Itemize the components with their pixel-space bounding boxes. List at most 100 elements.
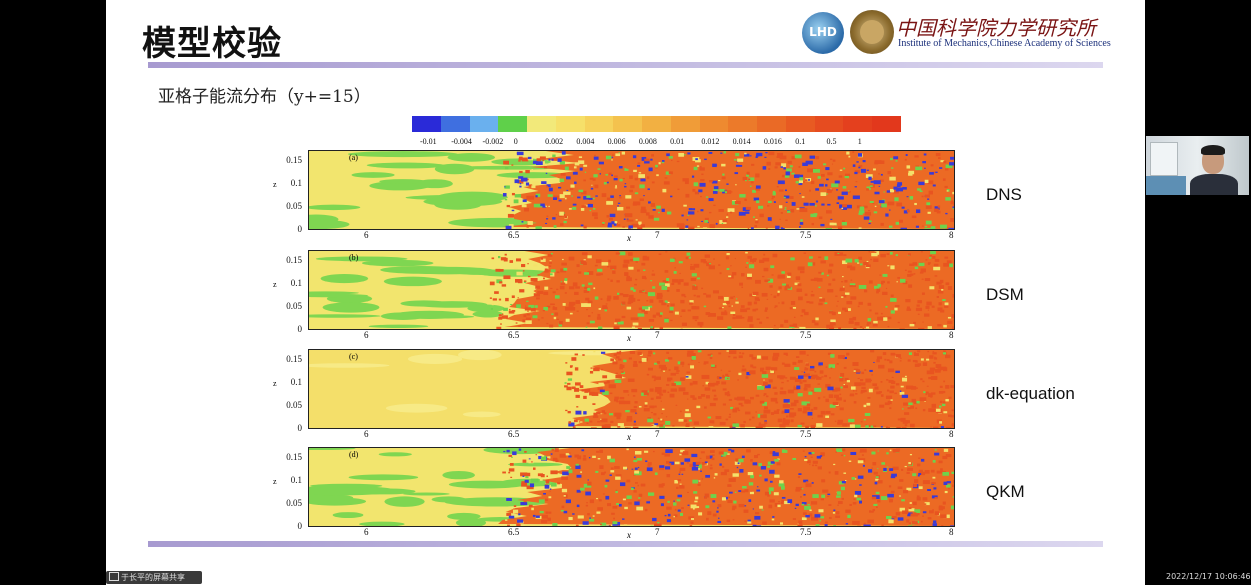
speckle	[691, 273, 697, 277]
speckle	[587, 314, 591, 318]
speckle	[924, 227, 931, 229]
speckle	[820, 260, 826, 264]
speckle	[704, 158, 707, 161]
speckle	[917, 300, 923, 304]
speckle	[941, 525, 944, 526]
speckle	[760, 368, 764, 372]
streak	[309, 485, 396, 496]
speckle	[595, 470, 599, 473]
speckle	[933, 361, 936, 364]
speckle	[745, 376, 749, 379]
speckle	[908, 462, 911, 465]
speckle	[718, 451, 724, 455]
speckle	[504, 198, 508, 201]
speckle	[735, 458, 740, 462]
speckle	[930, 392, 936, 395]
speckle	[845, 509, 851, 513]
speckle	[600, 522, 607, 526]
speckle	[857, 305, 860, 308]
speckle	[607, 295, 612, 300]
speckle	[713, 394, 717, 397]
speckle	[647, 492, 655, 496]
speckle	[498, 314, 502, 317]
speckle	[801, 181, 805, 183]
speckle	[526, 472, 531, 477]
speckle	[718, 209, 724, 212]
speckle	[948, 488, 950, 490]
speckle	[828, 283, 832, 286]
speckle	[863, 524, 871, 526]
speckle	[543, 277, 545, 280]
speckle	[944, 256, 949, 259]
speckle	[547, 270, 551, 272]
streak	[462, 411, 501, 418]
streak	[309, 204, 361, 211]
x-tick-label: 6.5	[508, 330, 520, 340]
speckle	[831, 163, 834, 165]
speckle	[517, 519, 524, 523]
panel-letter: (d)	[349, 450, 359, 459]
speckle	[561, 476, 568, 480]
speckle	[563, 495, 566, 497]
speckle	[713, 382, 719, 386]
speckle	[494, 291, 499, 294]
speckle	[772, 451, 776, 454]
speckle	[676, 223, 685, 228]
speckle	[765, 307, 768, 310]
speckle	[748, 418, 752, 421]
speckle	[746, 276, 752, 280]
presenter-webcam[interactable]	[1146, 136, 1249, 195]
speckle	[683, 282, 689, 286]
speckle	[578, 160, 585, 164]
speckle	[827, 269, 833, 274]
speckle	[716, 380, 720, 384]
speckle	[764, 421, 768, 425]
speckle	[904, 375, 907, 377]
speckle	[862, 205, 868, 209]
speckle	[883, 317, 888, 321]
screen-share-indicator[interactable]: 于长平的屏幕共享	[106, 571, 202, 584]
speckle	[777, 504, 781, 508]
speckle	[885, 427, 890, 428]
speckle	[524, 207, 529, 212]
speckle	[797, 283, 802, 287]
speckle	[781, 301, 785, 305]
speckle	[729, 211, 733, 214]
speckle	[906, 487, 912, 491]
speckle	[819, 183, 824, 187]
speckle	[899, 360, 902, 362]
speckle	[549, 490, 551, 492]
speckle	[656, 312, 660, 316]
speckle	[609, 458, 615, 463]
speckle	[747, 318, 753, 322]
speckle	[610, 358, 614, 362]
speckle	[550, 269, 556, 273]
speckle	[526, 178, 529, 181]
speckle	[682, 178, 689, 182]
speckle	[733, 295, 735, 298]
speckle	[545, 511, 549, 514]
speckle	[868, 220, 872, 223]
speckle	[566, 371, 573, 376]
speckle	[843, 399, 846, 402]
speckle	[763, 393, 767, 396]
speckle	[927, 211, 931, 214]
speckle	[951, 424, 954, 427]
speckle	[799, 193, 801, 195]
speckle	[782, 419, 790, 424]
speckle	[927, 198, 930, 200]
speckle	[820, 223, 825, 227]
speckle	[945, 484, 951, 488]
speckle	[816, 455, 822, 459]
speckle	[528, 458, 531, 460]
speckle	[934, 206, 940, 210]
speckle	[945, 197, 951, 201]
speckle	[785, 189, 787, 192]
speckle	[909, 453, 913, 456]
streak	[496, 172, 570, 179]
speckle	[780, 166, 783, 168]
speckle	[841, 191, 848, 195]
speckle	[698, 464, 702, 469]
speckle	[892, 516, 897, 519]
y-tick-label: 0.05	[286, 498, 302, 508]
